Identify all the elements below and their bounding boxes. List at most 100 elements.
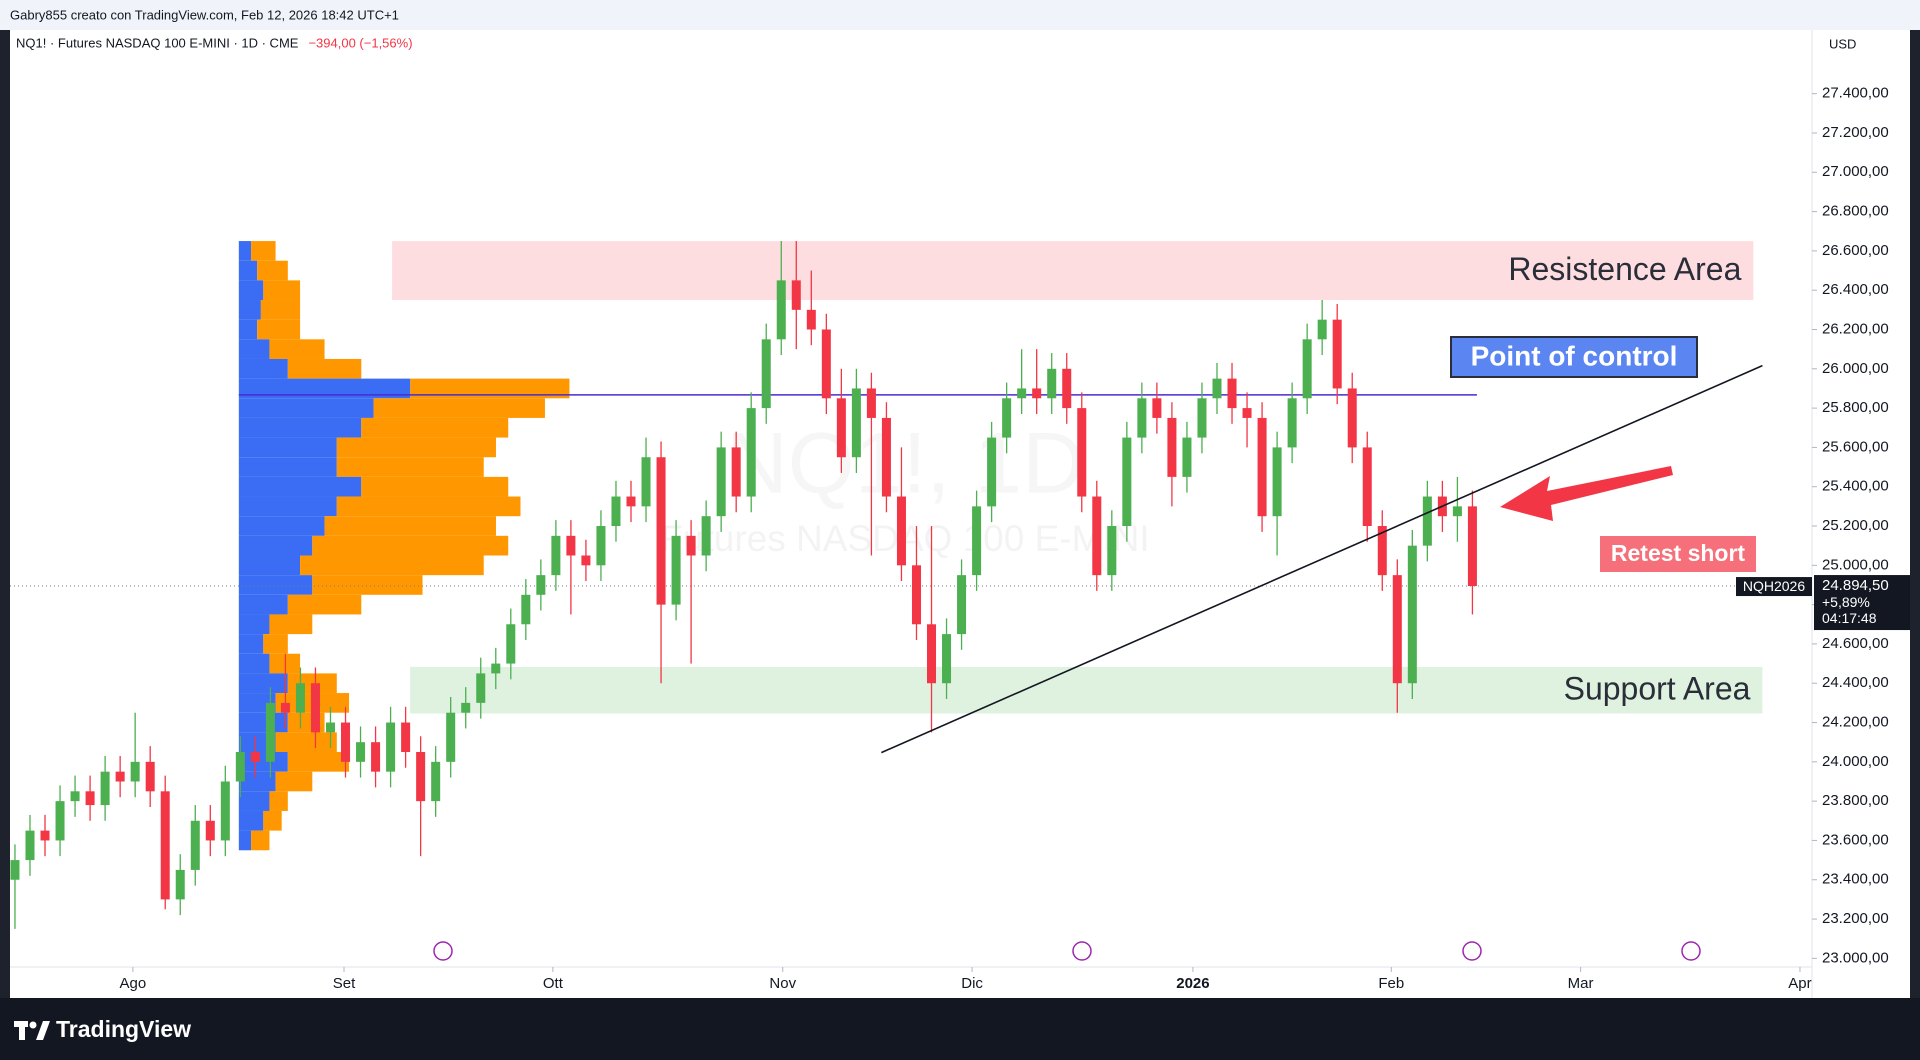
candle-body [866,388,876,418]
profile-down [373,398,545,418]
countdown: 04:17:48 [1822,610,1877,626]
x-tick-label: Apr [1788,975,1811,992]
candle-body [1077,408,1087,497]
trendline [881,364,1763,754]
candle-body [581,555,591,566]
profile-up [238,653,270,674]
candle-body [310,683,320,733]
profile-down [269,614,313,635]
profile-down [324,516,496,536]
candle-body [1227,378,1237,409]
profile-down [336,496,521,517]
candle-body [1002,398,1012,438]
x-tick-label: Ott [543,975,564,992]
profile-down [336,437,496,458]
event-icon [433,941,453,961]
candle-body [1047,368,1057,399]
candle-body [386,722,396,772]
candle-body [611,496,621,527]
profile-down [312,535,509,556]
candle-body [70,791,80,802]
zone-label: Support Area [1564,671,1751,707]
profile-up [238,300,261,320]
candle-body [716,447,726,517]
y-tick-label: 24.600,00 [1822,635,1889,652]
candle-body [1137,398,1147,438]
candle-body [145,761,155,792]
poc-label-box [1450,336,1698,378]
candle-body [55,801,65,841]
y-tick-label: 26.200,00 [1822,320,1889,337]
profile-down [257,260,288,281]
candle-body [401,722,411,753]
credit: Gabry855 creato con TradingView.com, Feb… [10,7,399,22]
profile-up [238,457,337,477]
candle-body [416,752,426,802]
y-tick-label: 26.000,00 [1822,360,1889,377]
y-tick-label: 24.200,00 [1822,713,1889,730]
profile-up [238,358,288,379]
profile-up [238,614,270,635]
profile-down [361,417,509,438]
profile-down [336,457,484,477]
candle-body [341,722,351,762]
profile-down [269,339,325,359]
candle-body [160,791,170,900]
candle-body [1377,526,1387,576]
candle-body [371,742,381,772]
candle-body [295,683,305,713]
arrow [1500,466,1673,521]
x-tick-label: Set [333,975,356,992]
poc-label: Point of control [1471,340,1678,371]
price-change: −394,00 (−1,56%) [308,35,412,50]
profile-down [287,594,362,615]
candle-body [1332,319,1342,389]
profile-down [257,319,301,340]
profile-down [361,476,509,497]
profile-up [238,555,301,576]
profile-up [238,476,362,497]
candle-body [821,329,831,399]
profile-up [238,791,270,811]
profile-up [238,339,270,359]
candle-body [1347,388,1357,448]
candle-body [671,535,681,605]
footer [0,998,1920,1060]
x-tick-label: Feb [1378,975,1404,992]
logo-part [36,1021,50,1040]
profile-up [238,241,252,261]
last-price-change: +5,89% [1822,594,1870,610]
candle-body [1392,575,1402,684]
candle-body [521,594,531,625]
watermark: NQ1!, 1D [726,416,1084,512]
y-tick-label: 23.400,00 [1822,871,1889,888]
candle-body [1272,447,1282,517]
candle-body [115,771,125,782]
profile-up [238,535,313,556]
y-tick-label: 27.000,00 [1822,163,1889,180]
candle-body [1257,417,1267,517]
candle-body [1362,447,1372,527]
annotation: Retest short [1611,540,1746,566]
candle-body [911,565,921,625]
candle-body [881,417,891,497]
candle-body [10,860,20,880]
candle-body [927,624,937,684]
symbol-label: NQH2026 [1743,578,1805,594]
candle-body [250,752,260,762]
profile-down [251,830,270,851]
candle-body [942,634,952,684]
candle-body [551,535,561,576]
y-tick-label: 26.400,00 [1822,281,1889,298]
y-tick-label: 25.400,00 [1822,478,1889,495]
candle-body [235,752,245,782]
candle-body [25,830,35,861]
candle-body [1317,319,1327,340]
profile-down [312,575,423,595]
candle-body [190,820,200,870]
profile-up [238,280,264,301]
candle-body [1032,388,1042,399]
candle-body [1182,437,1192,477]
